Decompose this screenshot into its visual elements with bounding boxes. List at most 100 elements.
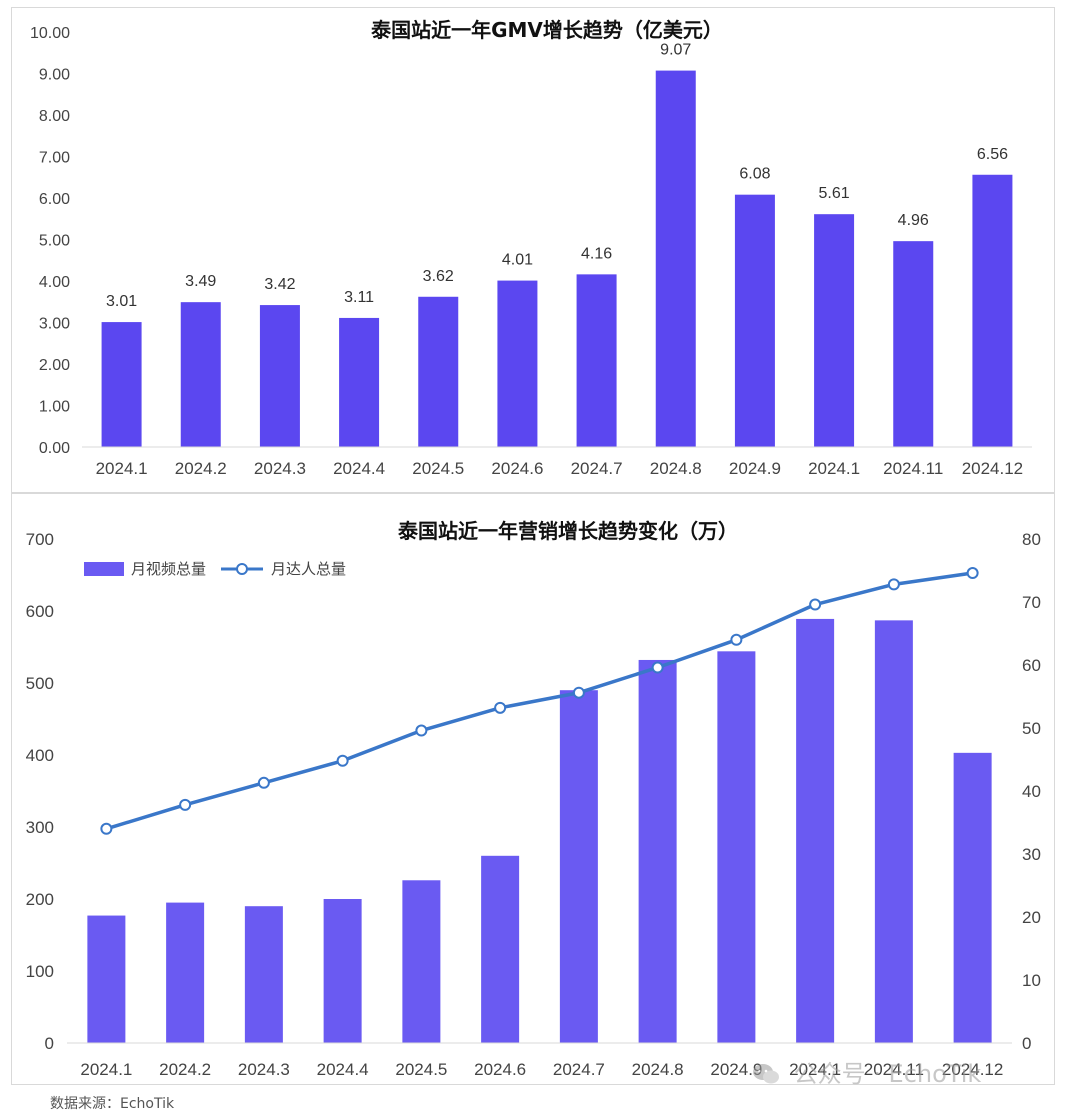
gmv-data-label: 4.96 xyxy=(898,212,929,229)
creator-total-point xyxy=(336,754,349,767)
gmv-bar xyxy=(893,241,934,447)
x-tick-label: 2024.12 xyxy=(962,459,1023,478)
x-tick-label: 2024.11 xyxy=(883,459,943,478)
y-right-tick-label: 10 xyxy=(1022,971,1041,990)
creator-total-point xyxy=(415,724,428,737)
gmv-bar xyxy=(655,70,696,447)
video-total-bar xyxy=(717,651,756,1043)
y-right-tick-label: 80 xyxy=(1022,530,1041,549)
legend-label-video: 月视频总量 xyxy=(131,560,206,578)
gmv-chart-panel: 泰国站近一年GMV增长趋势（亿美元） 0.00 1.00 2.00 3.00 4.00 5… xyxy=(11,7,1055,493)
y-left-tick-label: 700 xyxy=(26,530,54,549)
y-tick-label: 1.00 xyxy=(39,399,70,416)
x-tick-label: 2024.7 xyxy=(571,459,623,478)
gmv-bar xyxy=(418,296,459,447)
y-tick-label: 5.00 xyxy=(39,233,70,250)
x-tick-label: 2024.3 xyxy=(254,459,306,478)
y-left-tick-label: 0 xyxy=(45,1034,54,1053)
creator-total-point xyxy=(887,578,900,591)
video-total-bar xyxy=(796,618,835,1043)
video-total-bar xyxy=(481,855,520,1043)
gmv-data-label: 6.56 xyxy=(977,146,1008,163)
creator-total-point xyxy=(179,798,192,811)
y-tick-label: 3.00 xyxy=(39,316,70,333)
gmv-bar xyxy=(180,302,221,447)
video-total-bar xyxy=(402,880,441,1043)
y-tick-label: 7.00 xyxy=(39,150,70,167)
x-tick-label: 2024.6 xyxy=(491,459,543,478)
wechat-watermark: 公众号 · EchoTik xyxy=(752,1054,1052,1088)
creator-total-point xyxy=(966,567,979,580)
watermark-text: 公众号 · EchoTik xyxy=(793,1060,982,1088)
x-tick-label: 2024.11 xyxy=(864,1060,924,1079)
y-right-tick-label: 40 xyxy=(1022,782,1041,801)
x-tick-label: 2024.5 xyxy=(395,1060,447,1079)
creator-total-point xyxy=(651,661,664,674)
y-tick-label: 6.00 xyxy=(39,191,70,208)
gmv-data-label: 4.16 xyxy=(581,245,612,262)
y-right-tick-label: 20 xyxy=(1022,908,1041,927)
x-tick-label: 2024.6 xyxy=(474,1060,526,1079)
creator-total-point xyxy=(572,686,585,699)
legend-bar-swatch xyxy=(84,562,124,576)
creator-total-point xyxy=(100,822,113,835)
gmv-data-label: 9.07 xyxy=(660,42,691,59)
y-tick-label: 10.00 xyxy=(30,25,70,42)
x-tick-label: 2024.1 xyxy=(96,459,148,478)
legend-line-marker xyxy=(236,563,248,575)
gmv-bar xyxy=(576,274,617,447)
x-tick-label: 2024.4 xyxy=(317,1060,369,1079)
video-total-bar xyxy=(323,899,362,1043)
y-right-tick-label: 60 xyxy=(1022,656,1041,675)
creator-total-line xyxy=(105,571,973,831)
y-right-tick-label: 30 xyxy=(1022,845,1041,864)
y-left-tick-label: 300 xyxy=(26,818,54,837)
x-tick-label: 2024.9 xyxy=(729,459,781,478)
gmv-data-label: 3.62 xyxy=(423,268,454,285)
gmv-data-label: 3.01 xyxy=(106,293,137,310)
gmv-chart-title: 泰国站近一年GMV增长趋势（亿美元） xyxy=(370,18,723,42)
video-total-bar xyxy=(244,906,283,1043)
y-right-tick-label: 50 xyxy=(1022,719,1041,738)
data-source-note: 数据来源：EchoTik xyxy=(50,1096,175,1112)
x-tick-label: 2024.8 xyxy=(650,459,702,478)
wechat-icon xyxy=(753,1064,779,1084)
x-tick-label: 2024.5 xyxy=(412,459,464,478)
x-tick-label: 2024.9 xyxy=(710,1060,762,1079)
video-total-bar xyxy=(638,659,677,1043)
x-tick-label: 2024.1 xyxy=(80,1060,132,1079)
x-tick-label: 2024.1 xyxy=(789,1060,841,1079)
marketing-chart-title: 泰国站近一年营销增长趋势变化（万） xyxy=(397,519,738,543)
y-left-tick-label: 100 xyxy=(26,962,54,981)
y-left-tick-label: 400 xyxy=(26,746,54,765)
chart-legend: 月视频总量 月达人总量 xyxy=(84,560,346,578)
video-total-bar xyxy=(874,620,913,1043)
x-tick-label: 2024.2 xyxy=(159,1060,211,1079)
y-left-tick-label: 500 xyxy=(26,674,54,693)
gmv-bar xyxy=(259,305,300,447)
gmv-data-label: 3.11 xyxy=(344,289,374,306)
gmv-bar xyxy=(497,280,538,447)
video-total-bar xyxy=(87,915,126,1043)
y-tick-label: 2.00 xyxy=(39,357,70,374)
gmv-data-label: 4.01 xyxy=(502,252,533,269)
y-tick-label: 8.00 xyxy=(39,108,70,125)
gmv-data-label: 3.49 xyxy=(185,273,216,290)
y-tick-label: 4.00 xyxy=(39,274,70,291)
x-tick-label: 2024.7 xyxy=(553,1060,605,1079)
video-total-bar xyxy=(953,752,992,1043)
creator-total-point xyxy=(730,633,743,646)
gmv-bar xyxy=(339,317,380,447)
creator-total-point xyxy=(494,701,507,714)
x-tick-label: 2024.3 xyxy=(238,1060,290,1079)
gmv-bar xyxy=(734,194,775,447)
video-total-bar xyxy=(166,902,205,1043)
gmv-data-label: 6.08 xyxy=(739,166,770,183)
creator-total-point xyxy=(257,776,270,789)
legend-label-creator: 月达人总量 xyxy=(271,560,346,578)
y-tick-label: 0.00 xyxy=(39,440,70,457)
gmv-data-label: 3.42 xyxy=(264,276,295,293)
gmv-bar xyxy=(814,214,855,447)
y-left-tick-label: 200 xyxy=(26,890,54,909)
gmv-bar xyxy=(972,174,1013,447)
